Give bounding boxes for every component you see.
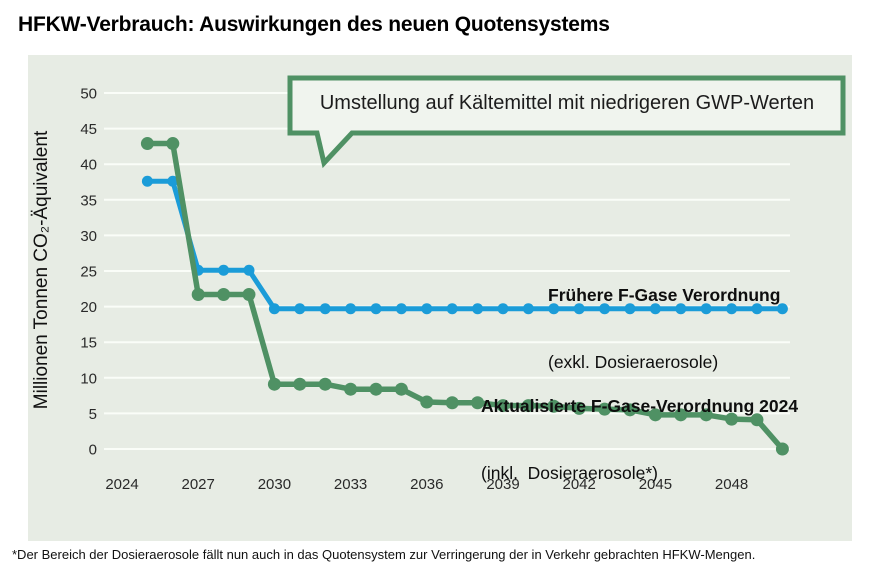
series-layer: [140, 137, 789, 456]
axis-labels-layer: 0 5 10 15 20 25 30 35 40 45 50 2024 2027 2030 2033 2036…: [80, 86, 748, 494]
y-tick-label: 40: [80, 157, 97, 174]
data-point: [445, 396, 459, 410]
data-point: [497, 303, 509, 315]
data-point: [675, 303, 687, 315]
data-point: [572, 401, 586, 415]
y-tick-label: 20: [80, 299, 97, 316]
x-tick-label: 2048: [715, 476, 748, 493]
data-point: [293, 377, 307, 391]
data-point: [496, 399, 510, 413]
data-point: [395, 303, 407, 315]
data-point: [420, 395, 434, 409]
data-point: [471, 396, 485, 410]
y-tick-label: 50: [80, 86, 97, 103]
data-point: [547, 399, 561, 413]
data-point: [776, 303, 788, 315]
x-tick-label: 2042: [563, 476, 596, 493]
data-point: [699, 408, 713, 422]
x-tick-label: 2024: [105, 476, 138, 493]
data-point: [267, 377, 281, 391]
data-point: [750, 413, 764, 427]
chart-panel: [28, 55, 852, 541]
data-point: [624, 303, 636, 315]
chart-title: HFKW-Verbrauch: Auswirkungen des neuen Q…: [18, 13, 610, 36]
data-point: [217, 287, 231, 301]
data-point: [140, 137, 154, 151]
data-point: [319, 303, 331, 315]
x-tick-label: 2036: [410, 476, 443, 493]
data-point: [623, 403, 637, 417]
x-tick-label: 2045: [639, 476, 672, 493]
footnote: *Der Bereich der Dosieraerosole fällt nu…: [12, 547, 756, 562]
series-label-updated-line2: (inkl. Dosieraerosole*): [481, 463, 659, 484]
data-point: [141, 175, 153, 187]
data-point: [167, 175, 179, 187]
data-point: [242, 287, 256, 301]
series-label-updated-regulation: Aktualisierte F-Gase-Verordnung 2024 (in…: [481, 351, 798, 529]
series-label-former-line1: Frühere F-Gase Verordnung: [548, 285, 781, 306]
y-tick-label: 25: [80, 264, 97, 281]
data-point: [394, 382, 408, 396]
data-point: [446, 303, 458, 315]
callout-speech-bubble: [287, 75, 846, 169]
series-label-former-regulation: Frühere F-Gase Verordnung (exkl. Dosiera…: [548, 240, 780, 418]
data-point: [725, 412, 739, 426]
data-point: [421, 303, 433, 315]
series-label-former-line2: (exkl. Dosieraerosole): [548, 352, 719, 373]
data-point: [649, 303, 661, 315]
y-axis-title: Millionen Tonnen CO₂-Äquivalent: [31, 130, 52, 410]
data-point: [700, 303, 712, 315]
data-point: [318, 377, 332, 391]
data-point: [521, 399, 535, 413]
y-tick-label: 0: [89, 442, 97, 459]
series-label-updated-line1: Aktualisierte F-Gase-Verordnung 2024: [481, 396, 799, 417]
data-point: [370, 303, 382, 315]
data-point: [674, 408, 688, 422]
data-point: [345, 303, 357, 315]
data-point: [599, 303, 611, 315]
data-point: [243, 264, 255, 276]
data-point: [573, 303, 585, 315]
data-point: [218, 264, 230, 276]
y-tick-label: 15: [80, 335, 97, 352]
y-tick-label: 5: [89, 406, 97, 423]
data-point: [751, 303, 763, 315]
y-tick-label: 45: [80, 121, 97, 138]
data-point: [775, 442, 789, 456]
data-point: [344, 382, 358, 396]
data-point: [522, 303, 534, 315]
data-point: [294, 303, 306, 315]
x-tick-label: 2027: [182, 476, 215, 493]
data-point: [598, 402, 612, 416]
x-tick-label: 2030: [258, 476, 291, 493]
callout-text: Umstellung auf Kältemittel mit niedriger…: [319, 92, 815, 114]
data-point: [166, 137, 180, 151]
data-point: [648, 408, 662, 422]
data-point: [726, 303, 738, 315]
data-point: [191, 287, 205, 301]
y-tick-label: 30: [80, 228, 97, 245]
data-point: [472, 303, 484, 315]
x-tick-label: 2033: [334, 476, 367, 493]
x-tick-label: 2039: [486, 476, 519, 493]
data-point: [268, 303, 280, 315]
y-tick-label: 10: [80, 370, 97, 387]
data-point: [369, 382, 383, 396]
y-tick-label: 35: [80, 192, 97, 209]
data-point: [548, 303, 560, 315]
